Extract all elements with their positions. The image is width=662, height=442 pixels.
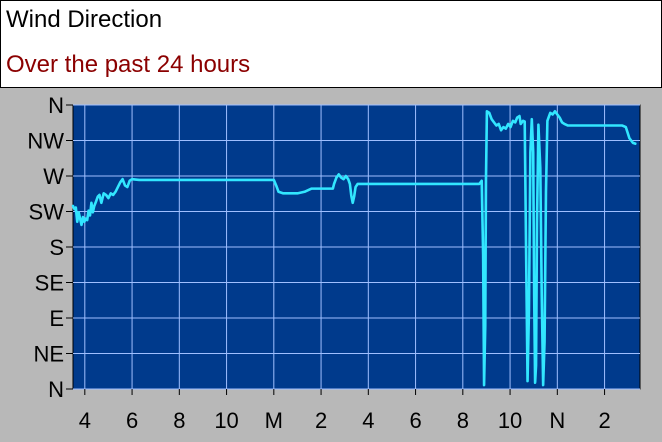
y-axis-tick-label: SE (35, 271, 64, 296)
x-axis-tick-label: 2 (315, 408, 327, 433)
x-axis-tick-label: 6 (409, 408, 421, 433)
x-axis-tick-label: N (549, 408, 565, 433)
y-axis-tick-label: W (43, 164, 64, 189)
x-axis-tick-label: M (265, 408, 283, 433)
y-axis-tick-label: NE (33, 342, 64, 367)
x-axis-tick-label: 6 (126, 408, 138, 433)
series-layer (71, 110, 637, 387)
wind-direction-series-line (71, 110, 637, 387)
x-axis-tick-label: 10 (214, 408, 238, 433)
x-axis-tick-label: 4 (79, 408, 91, 433)
y-axis-tick-label: S (49, 235, 64, 260)
page-subtitle: Over the past 24 hours (6, 51, 251, 78)
chart-area: N NW W SW S SE E NE N 4 6 8 10 M 2 4 6 8 10 N 2 (0, 88, 662, 442)
x-axis-tick-label: 8 (457, 408, 469, 433)
x-axis-tick-label: 4 (362, 408, 374, 433)
x-axis-tick-label: 2 (598, 408, 610, 433)
y-axis-tick-label: N (48, 377, 64, 402)
y-axis-tick-label: E (49, 306, 64, 331)
x-axis-tick-label: 10 (498, 408, 522, 433)
chart-header: Wind Direction Over the past 24 hours (0, 0, 662, 88)
x-axis-tick-label: 8 (173, 408, 185, 433)
y-axis-tick-label: SW (29, 200, 65, 225)
page-title: Wind Direction (6, 6, 163, 33)
y-axis-tick-label: NW (27, 129, 64, 154)
y-axis-tick-label: N (48, 93, 64, 118)
